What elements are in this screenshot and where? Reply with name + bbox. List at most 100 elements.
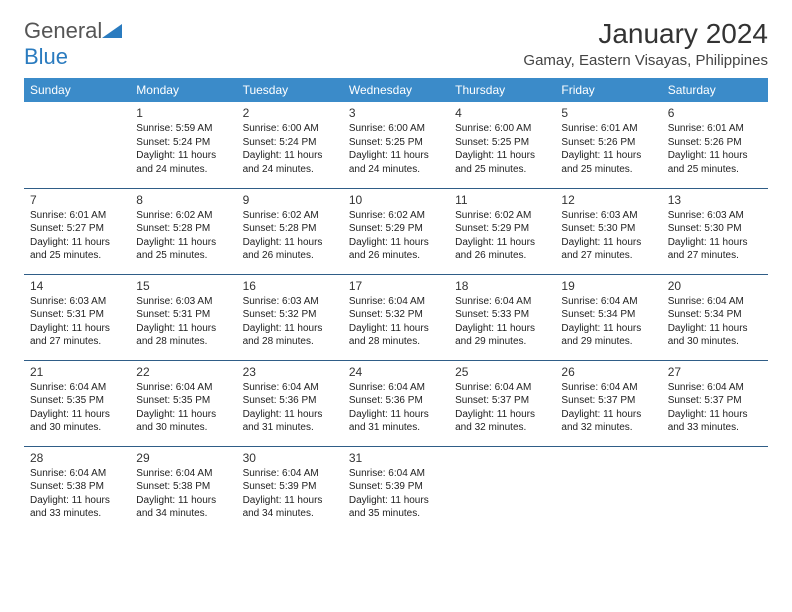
day-number: 30: [243, 450, 337, 466]
calendar-day: 18Sunrise: 6:04 AMSunset: 5:33 PMDayligh…: [449, 274, 555, 360]
sunrise-line: Sunrise: 6:00 AM: [349, 122, 443, 136]
calendar-empty: [24, 102, 130, 188]
daylight-line: Daylight: 11 hours and 33 minutes.: [30, 494, 124, 521]
logo-word1: General: [24, 18, 102, 43]
daylight-line: Daylight: 11 hours and 27 minutes.: [668, 236, 762, 263]
daylight-line: Daylight: 11 hours and 32 minutes.: [561, 408, 655, 435]
day-number: 3: [349, 105, 443, 121]
sunset-line: Sunset: 5:35 PM: [30, 394, 124, 408]
calendar-body: 1Sunrise: 5:59 AMSunset: 5:24 PMDaylight…: [24, 102, 768, 532]
calendar-empty: [449, 446, 555, 532]
sunrise-line: Sunrise: 6:04 AM: [668, 381, 762, 395]
weekday-header: Friday: [555, 78, 661, 102]
sunrise-line: Sunrise: 6:03 AM: [668, 209, 762, 223]
daylight-line: Daylight: 11 hours and 28 minutes.: [349, 322, 443, 349]
daylight-line: Daylight: 11 hours and 35 minutes.: [349, 494, 443, 521]
calendar-day: 8Sunrise: 6:02 AMSunset: 5:28 PMDaylight…: [130, 188, 236, 274]
calendar-day: 4Sunrise: 6:00 AMSunset: 5:25 PMDaylight…: [449, 102, 555, 188]
calendar-empty: [662, 446, 768, 532]
daylight-line: Daylight: 11 hours and 25 minutes.: [136, 236, 230, 263]
sunrise-line: Sunrise: 6:04 AM: [561, 381, 655, 395]
calendar-page: General Blue January 2024 Gamay, Eastern…: [0, 0, 792, 612]
daylight-line: Daylight: 11 hours and 26 minutes.: [243, 236, 337, 263]
calendar-day: 9Sunrise: 6:02 AMSunset: 5:28 PMDaylight…: [237, 188, 343, 274]
sunrise-line: Sunrise: 6:04 AM: [455, 295, 549, 309]
calendar-head: SundayMondayTuesdayWednesdayThursdayFrid…: [24, 78, 768, 102]
calendar-day: 1Sunrise: 5:59 AMSunset: 5:24 PMDaylight…: [130, 102, 236, 188]
calendar-day: 21Sunrise: 6:04 AMSunset: 5:35 PMDayligh…: [24, 360, 130, 446]
sunset-line: Sunset: 5:38 PM: [30, 480, 124, 494]
sunrise-line: Sunrise: 6:04 AM: [243, 467, 337, 481]
month-title: January 2024: [523, 18, 768, 50]
day-number: 12: [561, 192, 655, 208]
logo-triangle-icon: [102, 18, 122, 44]
calendar-week: 14Sunrise: 6:03 AMSunset: 5:31 PMDayligh…: [24, 274, 768, 360]
calendar-day: 28Sunrise: 6:04 AMSunset: 5:38 PMDayligh…: [24, 446, 130, 532]
day-number: 10: [349, 192, 443, 208]
sunrise-line: Sunrise: 6:02 AM: [243, 209, 337, 223]
sunrise-line: Sunrise: 6:04 AM: [455, 381, 549, 395]
daylight-line: Daylight: 11 hours and 24 minutes.: [243, 149, 337, 176]
sunrise-line: Sunrise: 6:02 AM: [455, 209, 549, 223]
calendar-day: 3Sunrise: 6:00 AMSunset: 5:25 PMDaylight…: [343, 102, 449, 188]
day-number: 25: [455, 364, 549, 380]
calendar-day: 29Sunrise: 6:04 AMSunset: 5:38 PMDayligh…: [130, 446, 236, 532]
sunset-line: Sunset: 5:28 PM: [136, 222, 230, 236]
daylight-line: Daylight: 11 hours and 24 minutes.: [136, 149, 230, 176]
day-number: 27: [668, 364, 762, 380]
sunset-line: Sunset: 5:27 PM: [30, 222, 124, 236]
day-number: 11: [455, 192, 549, 208]
day-number: 4: [455, 105, 549, 121]
weekday-header: Saturday: [662, 78, 768, 102]
sunset-line: Sunset: 5:38 PM: [136, 480, 230, 494]
daylight-line: Daylight: 11 hours and 26 minutes.: [349, 236, 443, 263]
sunset-line: Sunset: 5:34 PM: [561, 308, 655, 322]
sunset-line: Sunset: 5:30 PM: [561, 222, 655, 236]
sunrise-line: Sunrise: 6:03 AM: [243, 295, 337, 309]
day-number: 31: [349, 450, 443, 466]
daylight-line: Daylight: 11 hours and 29 minutes.: [561, 322, 655, 349]
day-number: 13: [668, 192, 762, 208]
daylight-line: Daylight: 11 hours and 30 minutes.: [136, 408, 230, 435]
sunset-line: Sunset: 5:39 PM: [243, 480, 337, 494]
sunset-line: Sunset: 5:33 PM: [455, 308, 549, 322]
sunset-line: Sunset: 5:34 PM: [668, 308, 762, 322]
day-number: 19: [561, 278, 655, 294]
sunrise-line: Sunrise: 6:04 AM: [561, 295, 655, 309]
sunrise-line: Sunrise: 6:03 AM: [30, 295, 124, 309]
daylight-line: Daylight: 11 hours and 30 minutes.: [30, 408, 124, 435]
day-number: 2: [243, 105, 337, 121]
calendar-week: 1Sunrise: 5:59 AMSunset: 5:24 PMDaylight…: [24, 102, 768, 188]
day-number: 17: [349, 278, 443, 294]
sunset-line: Sunset: 5:36 PM: [349, 394, 443, 408]
day-number: 26: [561, 364, 655, 380]
calendar-day: 13Sunrise: 6:03 AMSunset: 5:30 PMDayligh…: [662, 188, 768, 274]
sunrise-line: Sunrise: 6:01 AM: [30, 209, 124, 223]
weekday-header: Tuesday: [237, 78, 343, 102]
logo-word2: Blue: [24, 44, 68, 69]
day-number: 7: [30, 192, 124, 208]
logo: General Blue: [24, 18, 122, 70]
daylight-line: Daylight: 11 hours and 30 minutes.: [668, 322, 762, 349]
calendar-day: 2Sunrise: 6:00 AMSunset: 5:24 PMDaylight…: [237, 102, 343, 188]
calendar-day: 22Sunrise: 6:04 AMSunset: 5:35 PMDayligh…: [130, 360, 236, 446]
sunrise-line: Sunrise: 6:02 AM: [349, 209, 443, 223]
sunset-line: Sunset: 5:31 PM: [30, 308, 124, 322]
day-number: 22: [136, 364, 230, 380]
daylight-line: Daylight: 11 hours and 24 minutes.: [349, 149, 443, 176]
calendar-week: 21Sunrise: 6:04 AMSunset: 5:35 PMDayligh…: [24, 360, 768, 446]
weekday-header: Wednesday: [343, 78, 449, 102]
sunrise-line: Sunrise: 6:02 AM: [136, 209, 230, 223]
day-number: 20: [668, 278, 762, 294]
calendar-week: 7Sunrise: 6:01 AMSunset: 5:27 PM Daylight…: [24, 188, 768, 274]
day-number: 15: [136, 278, 230, 294]
sunset-line: Sunset: 5:37 PM: [455, 394, 549, 408]
calendar-table: SundayMondayTuesdayWednesdayThursdayFrid…: [24, 78, 768, 532]
daylight-line: Daylight: 11 hours and 31 minutes.: [349, 408, 443, 435]
sunrise-line: Sunrise: 6:04 AM: [668, 295, 762, 309]
daylight-line: Daylight: 11 hours and 28 minutes.: [136, 322, 230, 349]
daylight-line: Daylight: 11 hours and 27 minutes.: [561, 236, 655, 263]
sunset-line: Sunset: 5:29 PM: [455, 222, 549, 236]
day-number: 1: [136, 105, 230, 121]
day-number: 5: [561, 105, 655, 121]
